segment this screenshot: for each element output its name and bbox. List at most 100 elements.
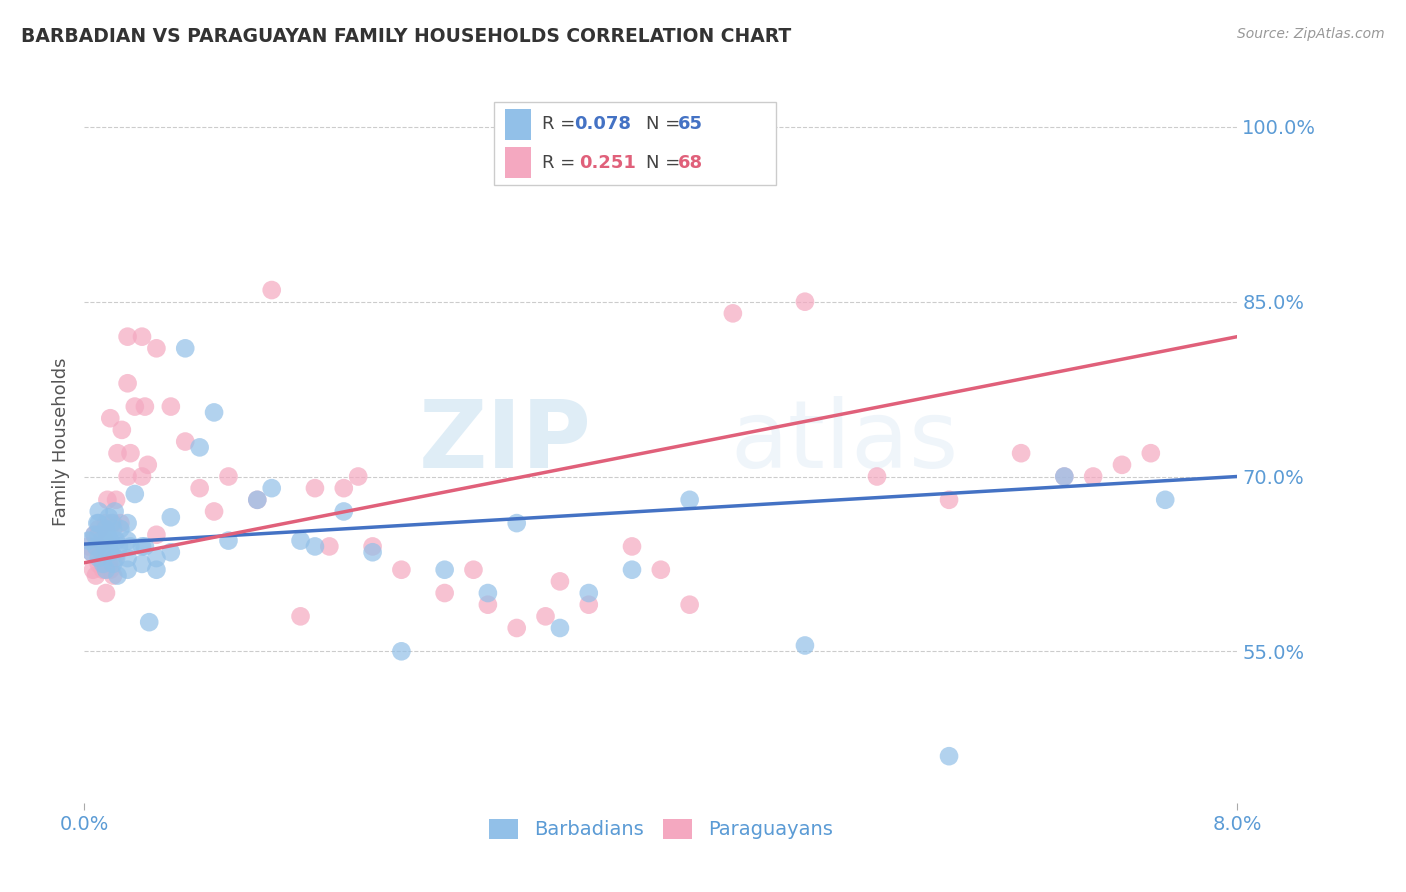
Point (108, 540, 131, 554)
Point (103, 557, 124, 571)
Text: 65: 65 (678, 115, 703, 134)
Text: Source: ZipAtlas.com: Source: ZipAtlas.com (1237, 27, 1385, 41)
Point (1053, 469, 1076, 483)
Text: BARBADIAN VS PARAGUAYAN FAMILY HOUSEHOLDS CORRELATION CHART: BARBADIAN VS PARAGUAYAN FAMILY HOUSEHOLD… (21, 27, 792, 45)
Point (104, 551, 127, 566)
Point (218, 469, 240, 483)
Point (534, 609, 557, 624)
Point (96, 545, 118, 559)
Point (506, 516, 529, 530)
Point (77, 540, 100, 554)
Point (174, 341, 197, 355)
Point (202, 405, 225, 419)
Point (131, 540, 153, 554)
Point (938, 492, 960, 507)
Point (131, 469, 153, 483)
Point (93, 540, 115, 554)
Point (134, 540, 156, 554)
Point (347, 469, 370, 483)
Point (91, 563, 114, 577)
Point (1010, 446, 1032, 460)
Point (117, 516, 139, 530)
Point (90, 545, 112, 559)
Point (77, 533, 100, 548)
Point (98, 545, 121, 559)
Point (290, 609, 312, 624)
Point (578, 586, 600, 600)
Point (86, 540, 108, 554)
Text: R =: R = (543, 153, 586, 171)
Point (260, 481, 283, 495)
Point (91, 557, 114, 571)
Point (578, 598, 600, 612)
Point (304, 481, 326, 495)
Point (93, 533, 115, 548)
Point (188, 441, 211, 455)
Point (94, 563, 117, 577)
Point (188, 481, 211, 495)
FancyBboxPatch shape (505, 109, 530, 139)
Point (96, 528, 118, 542)
Point (82, 563, 104, 577)
Text: atlas: atlas (730, 395, 959, 488)
Point (138, 615, 160, 630)
Point (361, 540, 384, 554)
Point (160, 510, 183, 524)
Point (90, 533, 112, 548)
Point (246, 492, 269, 507)
Point (477, 586, 499, 600)
Point (621, 563, 644, 577)
Text: 0.078: 0.078 (575, 115, 631, 134)
Point (318, 540, 340, 554)
Point (110, 522, 132, 536)
Point (96, 492, 118, 507)
Point (1083, 469, 1105, 483)
Text: 0.251: 0.251 (579, 153, 636, 171)
Point (477, 598, 499, 612)
Point (111, 423, 134, 437)
Point (361, 545, 384, 559)
Point (105, 551, 128, 566)
Point (506, 621, 529, 635)
Point (1154, 492, 1177, 507)
Point (548, 621, 571, 635)
Point (87, 504, 110, 518)
Point (98, 411, 121, 425)
Point (621, 540, 644, 554)
Point (120, 540, 142, 554)
Point (136, 458, 159, 472)
Point (103, 568, 124, 582)
Point (391, 563, 413, 577)
Point (83, 528, 105, 542)
Point (260, 283, 283, 297)
Point (103, 522, 124, 536)
Text: R =: R = (543, 115, 581, 134)
Y-axis label: Family Households: Family Households (52, 358, 70, 525)
Point (134, 400, 156, 414)
Point (84, 568, 107, 582)
Point (794, 639, 817, 653)
Point (124, 487, 146, 501)
Point (87, 551, 110, 566)
Point (86, 516, 108, 530)
Point (218, 533, 240, 548)
Point (333, 481, 356, 495)
Point (463, 563, 485, 577)
Point (87, 516, 110, 530)
Point (107, 446, 129, 460)
Point (103, 540, 124, 554)
FancyBboxPatch shape (494, 102, 776, 185)
Point (98, 563, 121, 577)
Point (117, 563, 139, 577)
Point (83, 528, 105, 542)
Point (80, 545, 103, 559)
Point (391, 644, 413, 658)
Point (1053, 469, 1076, 483)
Point (794, 294, 817, 309)
Point (87, 528, 110, 542)
Point (117, 329, 139, 343)
Point (105, 492, 128, 507)
Legend: Barbadians, Paraguayans: Barbadians, Paraguayans (481, 811, 841, 847)
Point (104, 504, 127, 518)
Point (433, 563, 456, 577)
